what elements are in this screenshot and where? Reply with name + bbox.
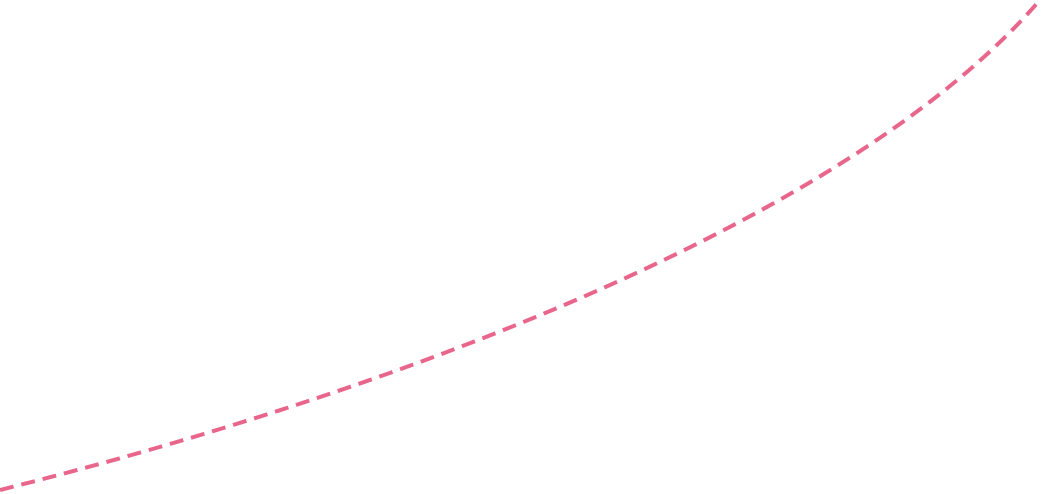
background [0,0,1042,494]
page: {} html, body { margin: 0; padding: 0; b… [0,0,1042,494]
page-body: (() => { const data = JSON.parse(documen… [0,0,1042,494]
canvas [0,0,1042,494]
dashed-curve [0,0,1042,492]
